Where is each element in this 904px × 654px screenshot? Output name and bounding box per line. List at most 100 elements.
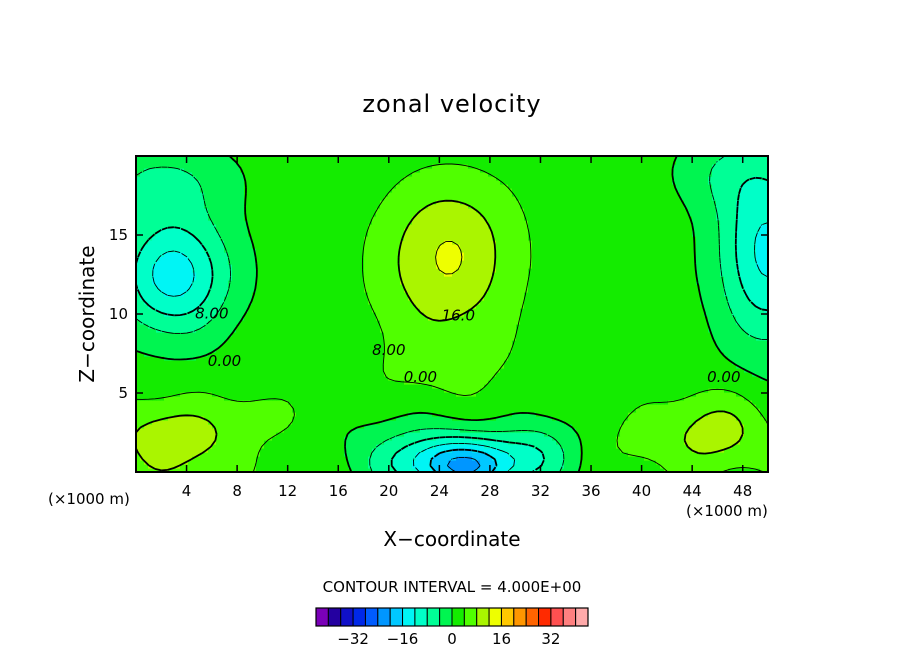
field-cell — [336, 420, 341, 425]
field-cell — [672, 468, 677, 472]
field-cell — [476, 412, 481, 417]
field-cell — [512, 416, 517, 421]
field-cell — [200, 424, 205, 429]
field-cell — [688, 468, 693, 472]
field-cell — [232, 448, 237, 453]
field-cell — [252, 444, 257, 449]
field-cell — [520, 412, 525, 417]
field-cell — [548, 452, 553, 457]
field-cell — [764, 460, 768, 465]
field-cell — [668, 352, 673, 357]
field-cell — [208, 432, 213, 437]
field-cell — [220, 368, 225, 373]
field-cell — [460, 432, 465, 437]
field-cell — [540, 412, 545, 417]
field-cell — [712, 400, 717, 405]
field-cell — [644, 360, 649, 365]
field-cell — [316, 416, 321, 421]
field-cell — [300, 380, 305, 385]
field-cell — [596, 400, 601, 405]
field-cell — [172, 392, 177, 397]
field-cell — [408, 400, 413, 405]
field-cell — [744, 376, 749, 381]
field-cell — [448, 400, 453, 405]
field-cell — [200, 344, 205, 349]
field-cell — [396, 424, 401, 429]
field-cell — [336, 460, 341, 465]
field-cell — [316, 408, 321, 413]
field-cell — [568, 412, 573, 417]
field-cell — [160, 380, 165, 385]
field-cell — [312, 356, 317, 361]
field-cell — [308, 392, 313, 397]
field-cell — [392, 400, 397, 405]
field-cell — [528, 436, 533, 441]
field-cell — [156, 412, 161, 417]
field-cell — [240, 440, 245, 445]
field-cell — [540, 424, 545, 429]
field-cell — [580, 460, 585, 465]
field-cell — [296, 444, 301, 449]
field-cell — [348, 344, 353, 349]
field-cell — [544, 428, 549, 433]
field-cell — [556, 448, 561, 453]
field-cell — [176, 352, 181, 357]
field-cell — [312, 372, 317, 377]
field-cell — [372, 440, 377, 445]
field-cell — [512, 404, 517, 409]
field-cell — [748, 444, 753, 449]
field-cell — [416, 364, 421, 369]
field-cell — [320, 408, 325, 413]
field-cell — [196, 464, 201, 469]
field-cell — [608, 424, 613, 429]
field-cell — [612, 404, 617, 409]
field-cell — [764, 416, 768, 421]
field-cell — [752, 408, 757, 413]
field-cell — [152, 352, 157, 357]
field-cell — [732, 356, 737, 361]
field-cell — [236, 344, 241, 349]
field-cell — [300, 348, 305, 353]
field-cell — [144, 416, 149, 421]
field-cell — [708, 408, 713, 413]
field-cell — [668, 428, 673, 433]
field-cell — [752, 356, 757, 361]
field-cell — [408, 420, 413, 425]
field-cell — [320, 348, 325, 353]
field-cell — [752, 440, 757, 445]
field-cell — [568, 444, 573, 449]
field-cell — [460, 464, 465, 469]
field-cell — [708, 364, 713, 369]
field-cell — [408, 428, 413, 433]
field-cell — [440, 360, 445, 365]
field-cell — [260, 468, 265, 472]
field-cell — [176, 344, 181, 349]
field-cell — [204, 404, 209, 409]
field-cell — [752, 380, 757, 385]
field-cell — [148, 400, 153, 405]
field-cell — [212, 396, 217, 401]
field-cell — [416, 432, 421, 437]
field-cell — [472, 396, 477, 401]
field-cell — [580, 468, 585, 472]
field-cell — [624, 352, 629, 357]
field-cell — [448, 464, 453, 469]
field-cell — [576, 388, 581, 393]
field-cell — [272, 432, 277, 437]
field-cell — [500, 424, 505, 429]
field-cell — [284, 376, 289, 381]
field-cell — [264, 412, 269, 417]
field-cell — [376, 344, 381, 349]
field-cell — [672, 436, 677, 441]
field-cell — [324, 428, 329, 433]
field-cell — [320, 380, 325, 385]
field-cell — [408, 364, 413, 369]
field-cell — [400, 440, 405, 445]
field-cell — [496, 396, 501, 401]
field-cell — [268, 424, 273, 429]
field-cell — [360, 412, 365, 417]
field-cell — [240, 448, 245, 453]
field-cell — [352, 444, 357, 449]
field-cell — [660, 372, 665, 377]
field-cell — [200, 408, 205, 413]
